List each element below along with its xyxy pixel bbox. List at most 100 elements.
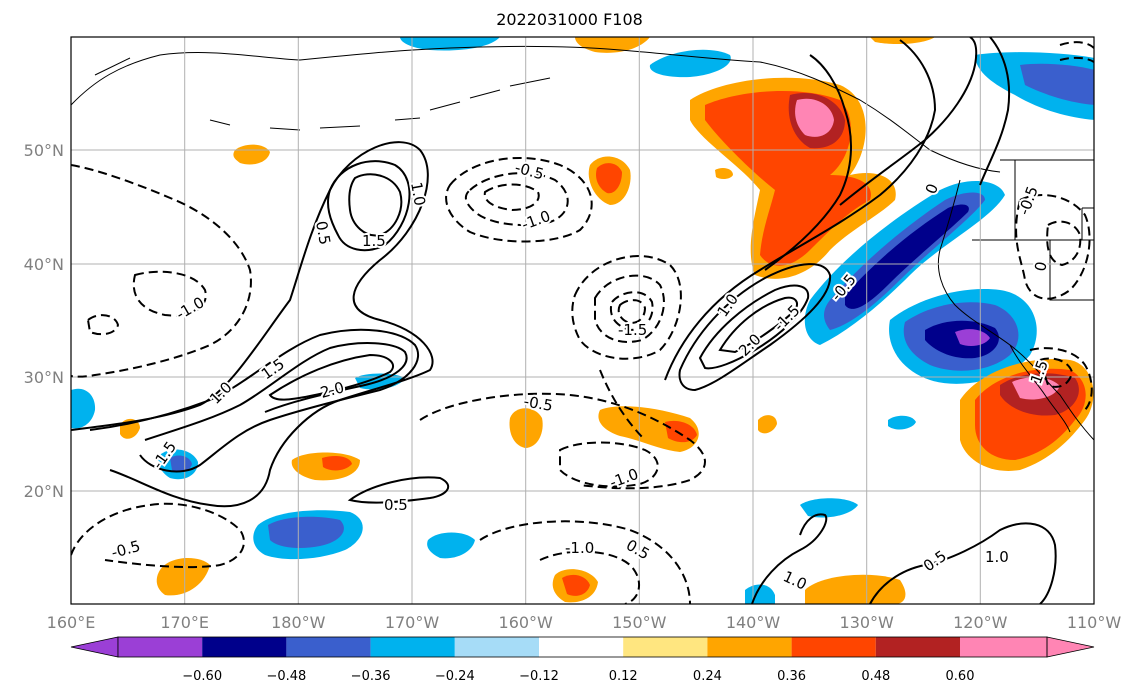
lon-tick-label: 160°W [499, 613, 554, 632]
positive-contour [751, 513, 828, 604]
negative-contour-layer [71, 41, 1094, 604]
positive-contour [347, 476, 450, 504]
colorbar-tick-label: 0.24 [693, 669, 722, 684]
positive-contour [678, 263, 832, 392]
negative-contour [571, 255, 682, 360]
positive-anomaly-small-d [758, 415, 777, 434]
colorbar-segment [539, 637, 624, 657]
negative-anomaly-north-pacific [649, 49, 731, 78]
negative-contour [559, 441, 659, 488]
positive-anomaly-top-center [575, 37, 650, 53]
negative-contour [617, 299, 647, 324]
graticule-layer [71, 37, 1094, 604]
negative-contour [464, 172, 569, 226]
lon-tick-label: 150°W [612, 613, 667, 632]
colorbar-segment [623, 637, 708, 657]
negative-contour [539, 550, 640, 604]
negative-contour [483, 183, 540, 212]
coastline-layer [71, 45, 1094, 441]
contour-layer [71, 37, 1057, 604]
negative-contour [1059, 41, 1094, 63]
map-title: 2022031000 F108 [496, 10, 643, 29]
positive-contour [144, 342, 408, 441]
lon-tick-label: 160°E [47, 613, 96, 632]
colorbar-frame [117, 636, 1048, 658]
positive-anomaly-small-c [715, 167, 733, 180]
negative-anomaly-small-g-core [170, 455, 192, 472]
positive-contour [718, 296, 798, 354]
negative-contour [1015, 194, 1091, 300]
positive-anomaly-bottom-right [805, 574, 906, 604]
lon-tick-label: 140°W [726, 613, 781, 632]
lat-tick-label: 30°N [24, 368, 64, 387]
negative-anomaly-west-edge [71, 388, 96, 429]
negative-contour [86, 314, 120, 336]
colorbar-segment [875, 637, 960, 657]
colorbar-tick-label: −0.60 [182, 669, 222, 684]
lon-tick-label: 170°W [385, 613, 440, 632]
positive-anomaly-small-l-core [562, 574, 590, 596]
colorbar-tick-label: −0.48 [266, 669, 306, 684]
colorbar-segment [707, 637, 792, 657]
colorbar-segment [118, 637, 203, 657]
colorbar-tick-label: −0.12 [519, 669, 559, 684]
contour-label: 0.5 [384, 496, 408, 514]
lon-tick-label: 170°E [160, 613, 209, 632]
negative-anomaly-canada-core [1020, 63, 1094, 105]
colorbar-segment [370, 637, 455, 657]
positive-contour [979, 37, 1011, 186]
negative-anomaly-southwest-core [268, 516, 344, 548]
lon-tick-label: 130°W [840, 613, 895, 632]
positive-contour [348, 173, 403, 237]
colorbar-tick-label: 0.60 [946, 669, 975, 684]
colorbar-segment [960, 637, 1047, 657]
contour-label: 1.0 [985, 548, 1009, 566]
positive-anomaly-top-right [870, 37, 935, 45]
negative-contour [71, 164, 252, 378]
lon-tick-label: 110°W [1067, 613, 1122, 632]
negative-anomaly-coastal-band-max [845, 204, 969, 309]
positive-contour [327, 160, 411, 252]
negative-contour [599, 369, 646, 441]
alaska-coastline [71, 45, 1001, 173]
colorbar-tick-label: 0.36 [777, 669, 806, 684]
negative-anomaly-small-e [888, 415, 916, 430]
colorbar-extend-low [70, 636, 119, 658]
positive-contour [839, 37, 978, 206]
positive-contour [869, 522, 1057, 604]
state-borders [972, 160, 1094, 301]
colorbar-tick-label: 0.48 [861, 669, 890, 684]
lat-tick-label: 20°N [24, 482, 64, 501]
colorbar-segment [202, 637, 287, 657]
positive-contour [764, 54, 853, 271]
positive-anomaly-mid-a-core [665, 420, 697, 443]
negative-contour [1046, 220, 1082, 267]
colorbar-segment [286, 637, 371, 657]
negative-contour [479, 520, 691, 604]
lon-tick-label: 120°W [953, 613, 1008, 632]
aleutian-chain [94, 57, 551, 131]
colorbar-segment [454, 637, 539, 657]
positive-contour [71, 141, 434, 508]
colorbar-tick-label: 0.12 [609, 669, 638, 684]
latitude-axis: 50°N 40°N 30°N 20°N [24, 141, 64, 501]
colorbar-tick-label: −0.24 [435, 669, 475, 684]
colorbar-extend-high [1046, 636, 1095, 658]
lat-tick-label: 50°N [24, 141, 64, 160]
contour-label: -1.5 [618, 321, 647, 339]
map-frame [70, 36, 1095, 605]
contour-label: 1.5 [362, 232, 386, 250]
longitude-axis: 160°E 170°E 180°W 170°W 160°W 150°W 140°… [47, 613, 1122, 632]
positive-contour [268, 353, 395, 401]
negative-contour [71, 502, 245, 569]
negative-contour [594, 274, 665, 343]
shaded-anomaly-layer [71, 37, 1094, 604]
baja-peninsula [1009, 344, 1071, 433]
colorbar: −0.60 −0.48 −0.36 −0.24 −0.12 0.12 0.24 … [70, 636, 1095, 684]
contour-label: 2.0 [318, 378, 346, 402]
contour-label: -1.0 [565, 539, 594, 557]
colorbar-segment [791, 637, 876, 657]
positive-contour [664, 39, 937, 381]
positive-contour [698, 284, 810, 370]
